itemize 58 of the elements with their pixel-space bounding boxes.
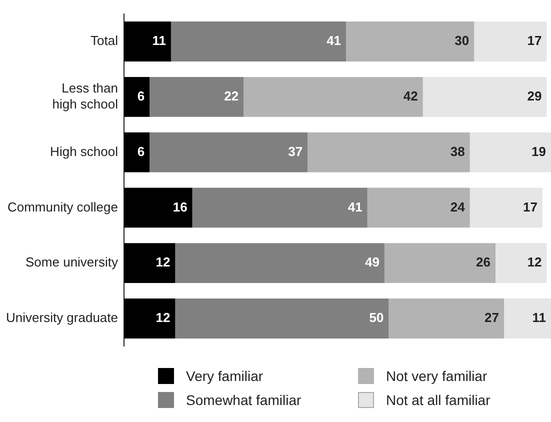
bar: [346, 22, 474, 62]
bar: [175, 298, 389, 338]
data-label: 37: [288, 144, 303, 159]
data-label: 6: [137, 144, 145, 159]
bar: [170, 22, 346, 62]
bar: [124, 243, 176, 284]
data-label: 26: [476, 254, 490, 270]
data-label: 11: [532, 310, 546, 326]
y-tick-label: Less than high school: [52, 80, 118, 112]
bar: [384, 243, 496, 284]
data-label: 12: [527, 254, 542, 270]
data-label: 19: [532, 144, 546, 159]
bar: [124, 22, 171, 62]
bar: [422, 76, 547, 117]
data-label: 12: [156, 254, 170, 270]
legend-label: Not very familiar: [386, 368, 488, 384]
data-label: 11: [152, 33, 166, 48]
data-label: 38: [450, 144, 465, 159]
bar: [308, 132, 470, 172]
bar: [504, 298, 551, 338]
bar: [150, 132, 308, 172]
data-label: 30: [454, 33, 470, 48]
bar: [495, 243, 547, 284]
data-label: 17: [527, 33, 542, 48]
data-label: 49: [365, 254, 380, 270]
data-label: 24: [450, 199, 466, 214]
bar: [192, 188, 368, 228]
bar: [470, 132, 551, 172]
bar: [175, 243, 384, 284]
data-label: 41: [348, 199, 362, 214]
data-label: 50: [369, 310, 384, 326]
bar: [388, 298, 504, 338]
legend-label: Not at all familiar: [386, 392, 490, 408]
data-label: 17: [522, 199, 538, 214]
legend-label: Very familiar: [186, 368, 264, 384]
bar: [124, 188, 192, 228]
bar: [124, 298, 176, 338]
data-label: 41: [326, 33, 342, 48]
data-label: 42: [403, 88, 418, 104]
y-tick-label: Some university: [26, 254, 118, 270]
y-tick-label: High school: [50, 144, 118, 159]
y-tick-label: University graduate: [6, 310, 118, 326]
bar: [367, 188, 470, 228]
legend-label: Somewhat familiar: [186, 392, 302, 408]
data-label: 16: [172, 199, 188, 214]
data-label: 6: [137, 88, 145, 104]
y-tick-label: Community college: [7, 199, 118, 214]
bar: [124, 132, 150, 172]
y-tick-label: Total: [90, 33, 118, 48]
bar: [150, 76, 244, 117]
data-label: 27: [484, 310, 500, 326]
bar: [474, 22, 547, 62]
bar: [244, 76, 423, 117]
data-label: 29: [527, 88, 542, 104]
data-label: 22: [224, 88, 239, 104]
bar: [124, 76, 150, 117]
data-label: 12: [156, 310, 170, 326]
bar: [470, 188, 542, 228]
